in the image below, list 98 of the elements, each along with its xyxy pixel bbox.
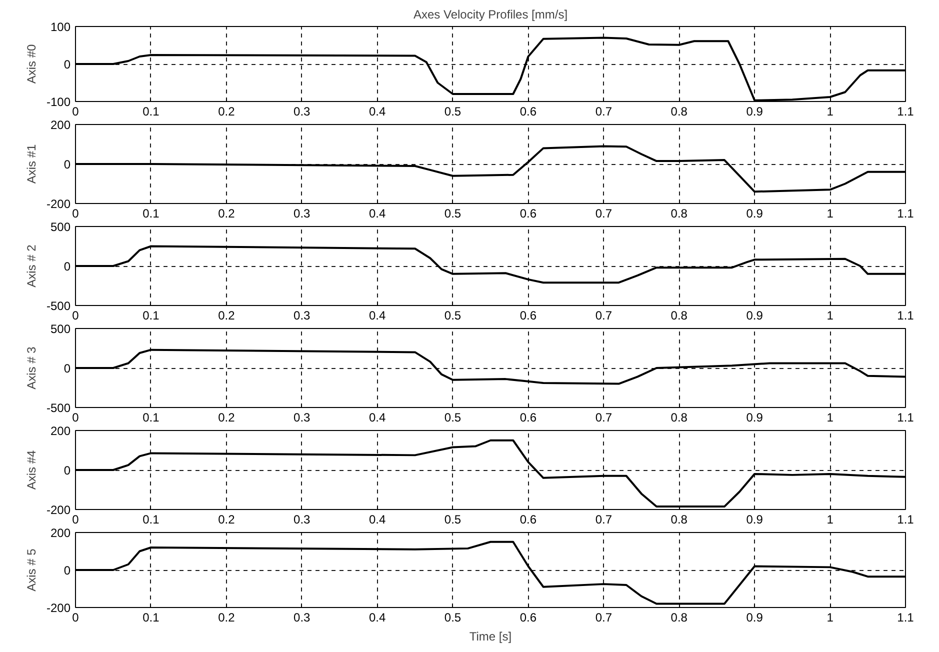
x-tick-label: 0.3 (294, 206, 311, 220)
x-tick-label: 0.7 (595, 308, 612, 322)
x-tick-label: 0 (72, 610, 80, 624)
x-tick-label: 0.8 (670, 104, 688, 118)
x-tick-label: 0.7 (595, 410, 612, 424)
x-tick-label: 0.7 (595, 610, 612, 624)
y-tick-label: 200 (50, 424, 71, 438)
y-axis-title: Axis # 5 (24, 548, 38, 592)
y-tick-label: 500 (50, 220, 71, 234)
x-tick-label: 0.7 (595, 206, 612, 220)
x-tick-label: 1 (826, 104, 834, 118)
x-tick-label: 0.3 (294, 610, 311, 624)
x-tick-label: 0.2 (218, 410, 236, 424)
x-tick-label: 0.3 (294, 308, 311, 322)
x-tick-label: 0.9 (746, 104, 764, 118)
x-tick-label: 0.2 (218, 308, 236, 322)
x-tick-label: 0 (72, 410, 80, 424)
x-tick-label: 1.1 (897, 104, 914, 118)
x-tick-label: 0.6 (520, 206, 537, 220)
x-tick-label: 0.8 (670, 512, 688, 526)
y-tick-label: 200 (50, 118, 71, 132)
x-tick-label: 0.3 (294, 410, 311, 424)
y-tick-label: 500 (50, 322, 71, 336)
x-tick-label: 0.1 (142, 308, 160, 322)
y-tick-label: -200 (46, 503, 71, 517)
x-tick-label: 0.8 (670, 206, 688, 220)
y-tick-label: 0 (64, 362, 71, 376)
x-tick-label: 0.9 (746, 512, 764, 526)
x-tick-label: 0.6 (520, 410, 537, 424)
x-tick-label: 0.6 (520, 512, 537, 526)
x-tick-label: 0 (72, 104, 80, 118)
x-axis-title: Time [s] (469, 630, 512, 644)
x-tick-label: 1.1 (897, 308, 914, 322)
x-tick-label: 0.1 (142, 104, 160, 118)
x-tick-label: 1 (826, 206, 834, 220)
x-tick-label: 0 (72, 512, 80, 526)
y-axis-title: Axis # 2 (24, 244, 38, 288)
x-tick-label: 0.5 (444, 410, 462, 424)
x-tick-label: 1.1 (897, 610, 914, 624)
x-tick-label: 0.9 (746, 610, 764, 624)
x-tick-label: 0 (72, 308, 80, 322)
y-tick-label: -200 (46, 601, 71, 615)
x-tick-label: 1 (826, 610, 834, 624)
x-tick-label: 0.6 (520, 308, 537, 322)
x-tick-label: 0.2 (218, 104, 236, 118)
y-tick-label: 100 (50, 20, 71, 34)
x-tick-label: 1 (826, 512, 834, 526)
x-tick-label: 0.2 (218, 512, 236, 526)
x-tick-label: 0.1 (142, 610, 160, 624)
x-tick-label: 0.8 (670, 410, 688, 424)
y-tick-label: 0 (64, 158, 71, 172)
y-tick-label: -200 (46, 197, 71, 211)
x-tick-label: 0.9 (746, 308, 764, 322)
x-tick-label: 0.9 (746, 206, 764, 220)
x-tick-label: 1.1 (897, 410, 914, 424)
y-tick-label: -500 (46, 299, 71, 313)
y-axis-title: Axis #4 (24, 450, 38, 490)
x-tick-label: 0 (72, 206, 80, 220)
y-tick-label: 0 (64, 464, 71, 478)
x-tick-label: 0.7 (595, 104, 612, 118)
x-tick-label: 1.1 (897, 512, 914, 526)
x-tick-label: 0.5 (444, 512, 462, 526)
x-tick-label: 0.4 (368, 512, 386, 526)
x-tick-label: 0.8 (670, 610, 688, 624)
x-tick-label: 1 (826, 410, 834, 424)
y-axis-title: Axis # 3 (24, 346, 38, 390)
x-tick-label: 0.6 (520, 610, 537, 624)
y-axis-title: Axis #1 (24, 144, 38, 184)
x-tick-label: 0.7 (595, 512, 612, 526)
x-tick-label: 0.3 (294, 104, 311, 118)
x-tick-label: 0.5 (444, 104, 462, 118)
x-tick-label: 0.5 (444, 610, 462, 624)
x-tick-label: 0.4 (368, 610, 386, 624)
x-tick-label: 0.5 (444, 206, 462, 220)
y-tick-label: 0 (64, 58, 71, 72)
x-tick-label: 0.4 (368, 206, 386, 220)
x-tick-label: 0.6 (520, 104, 537, 118)
x-tick-label: 0.1 (142, 410, 160, 424)
x-tick-label: 0.3 (294, 512, 311, 526)
x-tick-label: 0.4 (368, 410, 386, 424)
chart-title: Axes Velocity Profiles [mm/s] (413, 8, 568, 22)
y-tick-label: -500 (46, 401, 71, 415)
x-tick-label: 0.2 (218, 206, 236, 220)
x-tick-label: 0.1 (142, 206, 160, 220)
y-tick-label: 200 (50, 526, 71, 540)
x-tick-label: 0.8 (670, 308, 688, 322)
y-axis-title: Axis #0 (24, 44, 38, 84)
x-tick-label: 0.2 (218, 610, 236, 624)
x-tick-label: 1 (826, 308, 834, 322)
y-tick-label: -100 (46, 95, 71, 109)
x-tick-label: 0.4 (368, 104, 386, 118)
x-tick-label: 0.4 (368, 308, 386, 322)
y-tick-label: 0 (64, 564, 71, 578)
x-tick-label: 1.1 (897, 206, 914, 220)
x-tick-label: 0.9 (746, 410, 764, 424)
y-tick-label: 0 (64, 260, 71, 274)
x-tick-label: 0.1 (142, 512, 160, 526)
x-tick-label: 0.5 (444, 308, 462, 322)
